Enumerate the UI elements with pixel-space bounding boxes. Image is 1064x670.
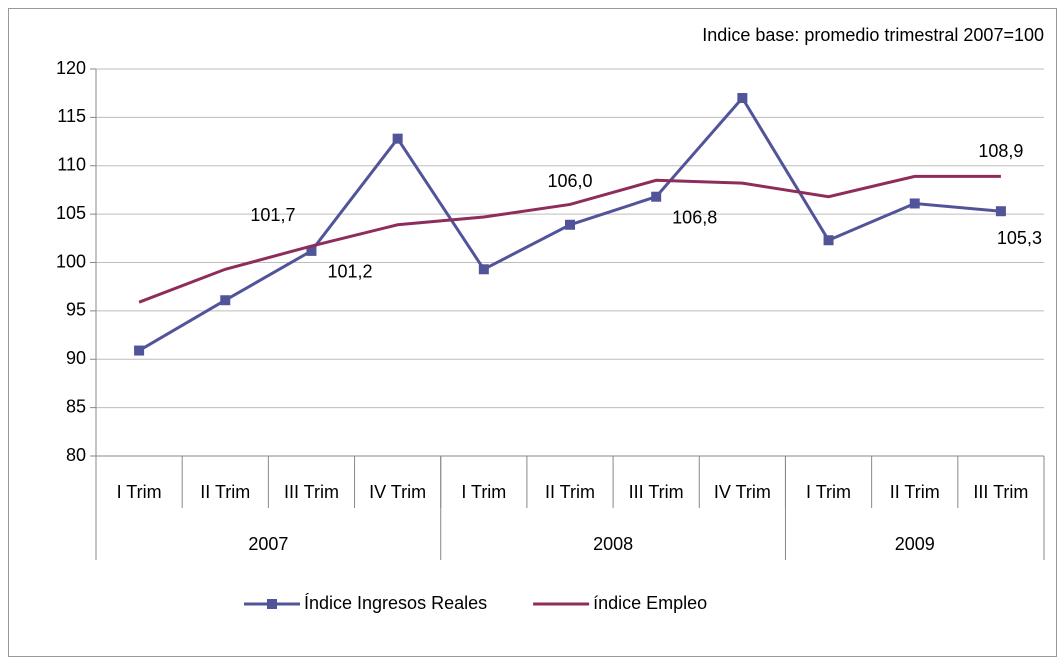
y-tick-label: 80 [66, 445, 86, 465]
y-tick-label: 110 [57, 155, 86, 175]
marker [823, 235, 834, 246]
legend-marker [267, 599, 277, 609]
marker [651, 191, 662, 202]
marker [909, 198, 920, 209]
data-label: 101,7 [250, 205, 295, 225]
data-label: 108,9 [978, 141, 1023, 161]
marker [565, 219, 575, 230]
marker [737, 93, 748, 104]
y-tick-label: 115 [57, 106, 86, 126]
marker [134, 345, 145, 356]
y-tick-label: 90 [66, 348, 86, 368]
x-tick-label: III Trim [284, 482, 339, 502]
y-tick-label: 105 [56, 203, 86, 223]
y-tick-label: 120 [56, 58, 86, 78]
marker [306, 245, 317, 256]
x-tick-label: I Trim [117, 482, 162, 502]
x-tick-label: I Trim [806, 482, 851, 502]
x-tick-label: III Trim [973, 482, 1028, 502]
marker [995, 206, 1006, 217]
x-tick-label: IV Trim [369, 482, 426, 502]
x-tick-label: II Trim [200, 482, 250, 502]
chart-frame [8, 8, 1057, 657]
annotation: Indice base: promedio trimestral 2007=10… [702, 25, 1044, 45]
marker [220, 295, 231, 306]
group-label: 2009 [895, 534, 935, 554]
y-tick-label: 95 [66, 300, 86, 320]
group-label: 2007 [248, 534, 288, 554]
data-label: 106,0 [547, 171, 592, 191]
y-tick-label: 85 [66, 396, 86, 416]
marker [392, 133, 403, 144]
series-line [138, 174, 1001, 304]
legend-label: índice Empleo [593, 593, 707, 613]
data-label: 101,2 [327, 262, 372, 282]
x-tick-label: III Trim [629, 482, 684, 502]
data-label: 105,3 [997, 228, 1042, 248]
data-label: 106,8 [672, 207, 717, 227]
x-tick-label: I Trim [461, 482, 506, 502]
legend-label: Índice Ingresos Reales [304, 593, 487, 613]
x-tick-label: II Trim [545, 482, 595, 502]
marker [478, 264, 489, 275]
x-tick-label: IV Trim [714, 482, 771, 502]
group-label: 2008 [593, 534, 633, 554]
x-tick-label: II Trim [890, 482, 940, 502]
y-tick-label: 100 [56, 251, 86, 271]
